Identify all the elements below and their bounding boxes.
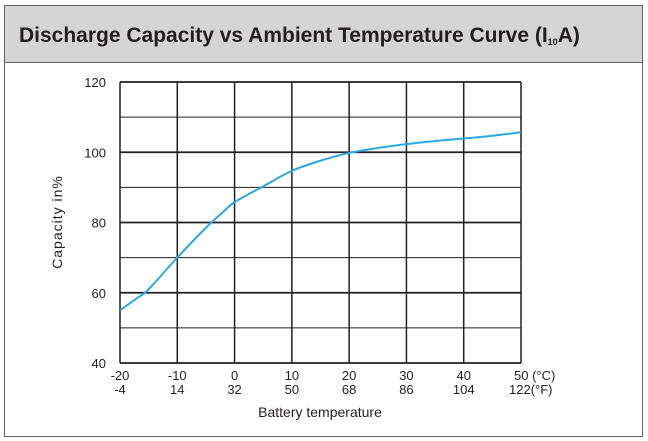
title-subscript: 10	[547, 37, 558, 47]
x-tick-label-f: 68	[342, 382, 356, 397]
x-tick-label-f: -4	[114, 382, 126, 397]
y-tick-label: 100	[84, 145, 106, 160]
x-tick-label-c: -10	[168, 368, 187, 383]
title-main: Discharge Capacity vs Ambient Temperatur…	[19, 24, 548, 47]
x-tick-label-f: 122(°F)	[509, 382, 553, 397]
y-tick-label: 80	[92, 216, 106, 231]
x-tick-label-c: 40	[456, 368, 470, 383]
x-tick-label-c: 0	[231, 368, 238, 383]
x-tick-label-c: 10	[285, 368, 299, 383]
y-axis-label: Capacity in%	[49, 175, 65, 269]
x-tick-label-f: 32	[227, 382, 241, 397]
capacity-curve	[119, 131, 522, 312]
x-tick-label-f: 50	[285, 382, 299, 397]
x-tick-label-c: 20	[342, 368, 356, 383]
title-end: A)	[557, 24, 580, 47]
x-tick-label-f: 14	[170, 382, 184, 397]
chart-title: Discharge Capacity vs Ambient Temperatur…	[19, 24, 580, 48]
y-tick-label: 120	[84, 75, 106, 90]
axis-labels: 120 100 80 60 40 -20 -10 0 10 20 30 40 50 (°C) -4 14 32…	[84, 75, 555, 397]
x-tick-label-c: 30	[399, 368, 413, 383]
y-tick-label: 40	[92, 356, 106, 371]
x-tick-label-c: -20	[111, 368, 130, 383]
grid	[119, 81, 522, 364]
y-tick-label: 60	[92, 286, 106, 301]
chart-frame: Discharge Capacity vs Ambient Temperatur…	[4, 5, 643, 437]
x-axis-label: Battery temperature	[258, 404, 382, 420]
x-tick-label-f: 86	[399, 382, 413, 397]
x-tick-label-f: 104	[453, 382, 475, 397]
x-tick-label-c: 50 (°C)	[514, 368, 555, 383]
chart-header: Discharge Capacity vs Ambient Temperatur…	[5, 6, 642, 63]
